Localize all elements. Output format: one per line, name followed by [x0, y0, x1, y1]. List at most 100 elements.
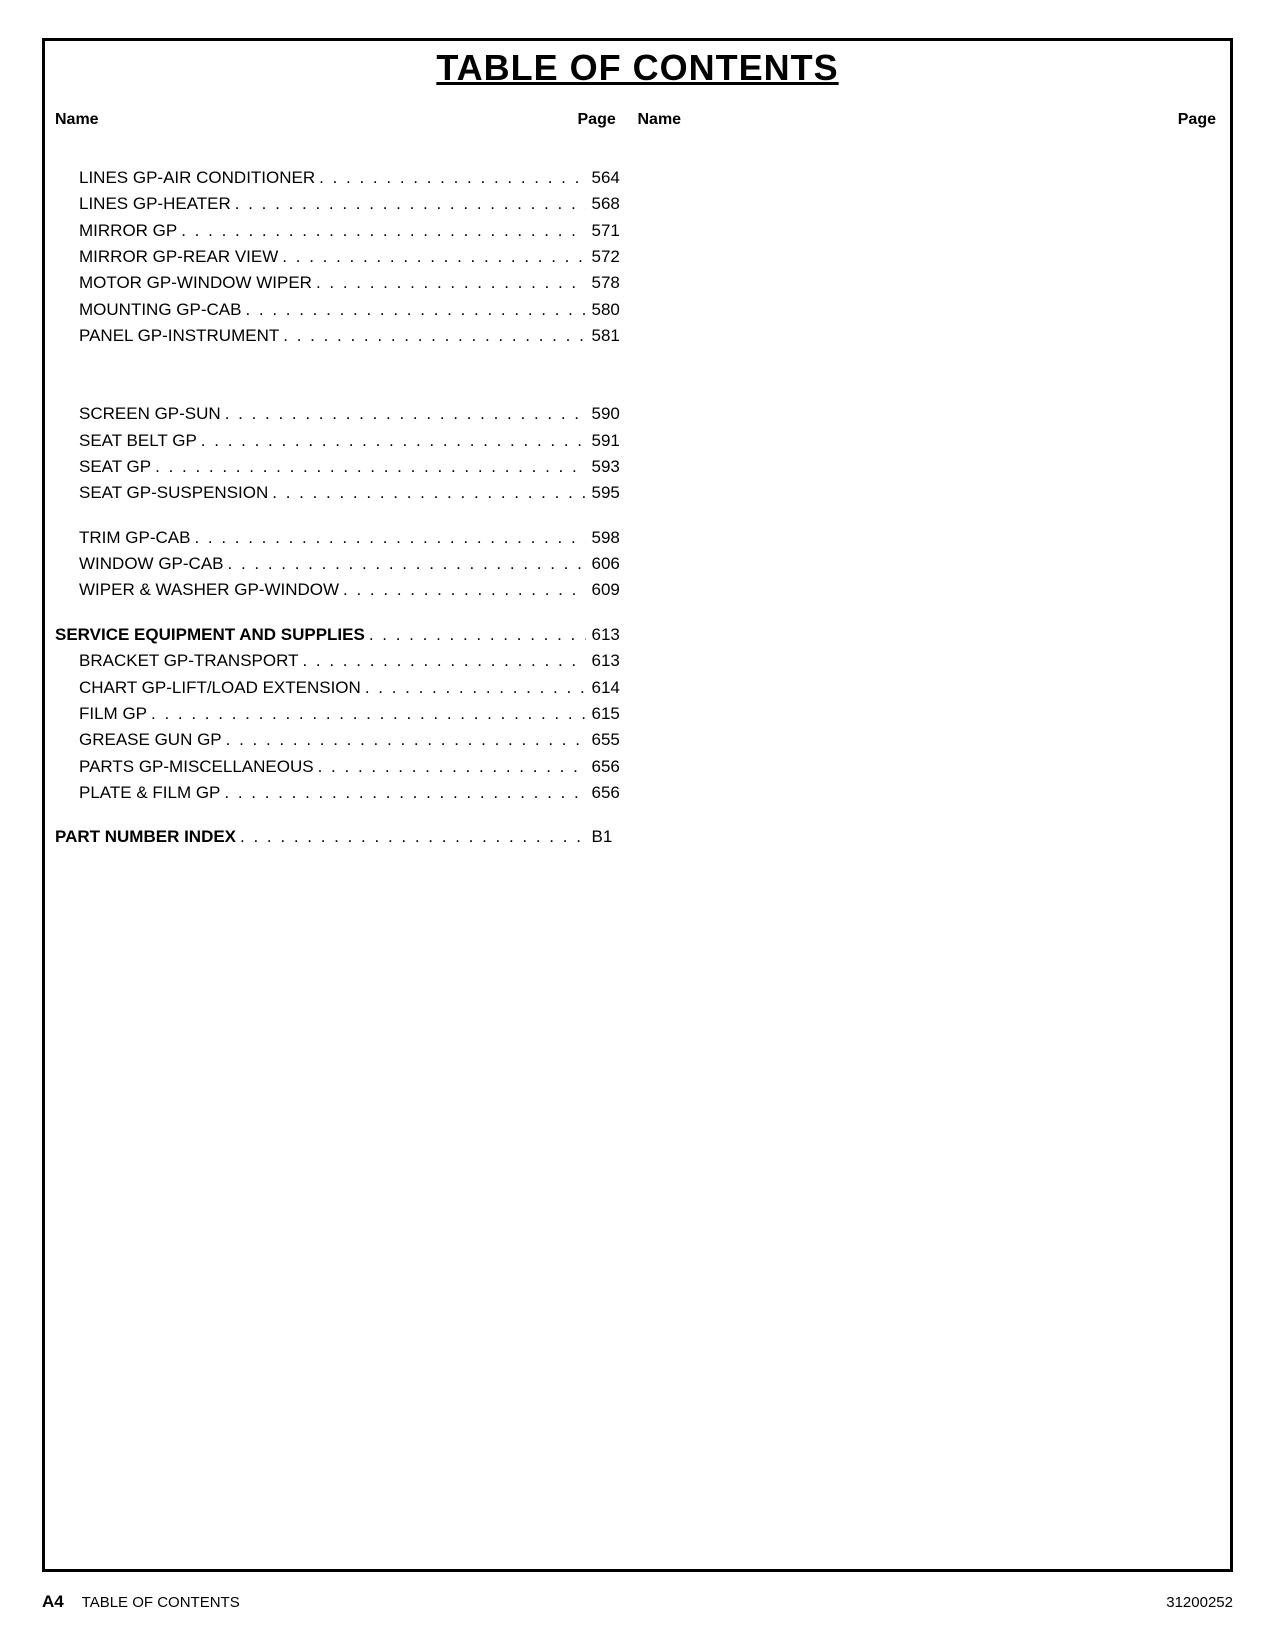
toc-leader-dots [314, 754, 586, 780]
toc-row: WIPER & WASHER GP-WINDOW609 [55, 577, 638, 603]
toc-entry-page: 598 [586, 525, 638, 551]
toc-entry-page: 615 [586, 701, 638, 727]
toc-row: PANEL GP-INSTRUMENT581 [55, 323, 638, 349]
toc-group: TRIM GP-CAB598WINDOW GP-CAB606WIPER & WA… [55, 525, 638, 604]
toc-leader-dots [220, 780, 585, 806]
toc-leader-dots [231, 191, 586, 217]
toc-group: LINES GP-AIR CONDITIONER564LINES GP-HEAT… [55, 165, 638, 349]
toc-entry-label: SERVICE EQUIPMENT AND SUPPLIES [55, 622, 365, 648]
toc-leader-dots [147, 701, 585, 727]
header-page-right: Page [1160, 111, 1220, 129]
toc-entry-label: MIRROR GP-REAR VIEW [79, 244, 278, 270]
toc-entry-page: 578 [586, 270, 638, 296]
toc-row: MIRROR GP-REAR VIEW 572 [55, 244, 638, 270]
toc-leader-dots [190, 525, 585, 551]
toc-entry-label: PART NUMBER INDEX [55, 824, 236, 850]
toc-leader-dots [268, 480, 585, 506]
toc-group: SERVICE EQUIPMENT AND SUPPLIES613BRACKET… [55, 622, 638, 806]
toc-row: SERVICE EQUIPMENT AND SUPPLIES613 [55, 622, 638, 648]
toc-entry-page: 656 [586, 754, 638, 780]
toc-entry-page: 580 [586, 297, 638, 323]
page-border: TABLE OF CONTENTS Name Page Name Page LI… [42, 38, 1233, 1572]
toc-row: BRACKET GP-TRANSPORT613 [55, 648, 638, 674]
footer-page-number: A4 [42, 1592, 64, 1611]
toc-row: GREASE GUN GP 655 [55, 727, 638, 753]
toc-leader-dots [278, 244, 585, 270]
toc-leader-dots [365, 622, 586, 648]
toc-column-left: LINES GP-AIR CONDITIONER564LINES GP-HEAT… [55, 139, 638, 851]
toc-row: TRIM GP-CAB598 [55, 525, 638, 551]
toc-leader-dots [315, 165, 585, 191]
toc-entry-label: MOTOR GP-WINDOW WIPER [79, 270, 312, 296]
toc-row: PLATE & FILM GP 656 [55, 780, 638, 806]
toc-entry-label: LINES GP-AIR CONDITIONER [79, 165, 315, 191]
toc-row: MOUNTING GP-CAB 580 [55, 297, 638, 323]
toc-row: LINES GP-AIR CONDITIONER 564 [55, 165, 638, 191]
toc-entry-page: 614 [586, 675, 638, 701]
toc-leader-dots [224, 551, 586, 577]
toc-row: SEAT GP 593 [55, 454, 638, 480]
toc-entry-page: 593 [586, 454, 638, 480]
toc-row: CHART GP-LIFT/LOAD EXTENSION 614 [55, 675, 638, 701]
toc-entry-label: CHART GP-LIFT/LOAD EXTENSION [79, 675, 361, 701]
toc-entry-page: 595 [586, 480, 638, 506]
toc-row: MIRROR GP 571 [55, 218, 638, 244]
toc-leader-dots [339, 577, 585, 603]
toc-group: SCREEN GP-SUN 590 SEAT BELT GP 591 SEAT GP 59… [55, 401, 638, 506]
toc-entry-page: B1 [586, 824, 638, 850]
toc-content: LINES GP-AIR CONDITIONER564LINES GP-HEAT… [45, 129, 1230, 851]
toc-entry-page: 572 [586, 244, 638, 270]
toc-row: WINDOW GP-CAB606 [55, 551, 638, 577]
toc-leader-dots [312, 270, 586, 296]
toc-row: PARTS GP-MISCELLANEOUS 656 [55, 754, 638, 780]
toc-row: PART NUMBER INDEX B1 [55, 824, 638, 850]
toc-leader-dots [222, 727, 586, 753]
toc-entry-page: 656 [586, 780, 638, 806]
toc-leader-dots [197, 428, 586, 454]
page-title: TABLE OF CONTENTS [45, 41, 1230, 95]
toc-entry-label: FILM GP [79, 701, 147, 727]
toc-row: SEAT BELT GP 591 [55, 428, 638, 454]
toc-entry-label: WINDOW GP-CAB [79, 551, 224, 577]
toc-row: FILM GP 615 [55, 701, 638, 727]
toc-entry-label: LINES GP-HEATER [79, 191, 231, 217]
toc-entry-label: SCREEN GP-SUN [79, 401, 221, 427]
toc-entry-page: 568 [586, 191, 638, 217]
toc-entry-page: 564 [586, 165, 638, 191]
toc-entry-label: SEAT BELT GP [79, 428, 197, 454]
toc-entry-label: GREASE GUN GP [79, 727, 222, 753]
footer-doc-id: 31200252 [1166, 1594, 1233, 1611]
toc-entry-label: MIRROR GP [79, 218, 177, 244]
toc-entry-page: 591 [586, 428, 638, 454]
toc-leader-dots [361, 675, 586, 701]
toc-entry-page: 581 [586, 323, 638, 349]
toc-entry-label: SEAT GP [79, 454, 151, 480]
toc-entry-label: MOUNTING GP-CAB [79, 297, 241, 323]
toc-entry-label: BRACKET GP-TRANSPORT [79, 648, 298, 674]
toc-row: SEAT GP-SUSPENSION595 [55, 480, 638, 506]
toc-entry-label: PLATE & FILM GP [79, 780, 220, 806]
toc-entry-label: PARTS GP-MISCELLANEOUS [79, 754, 314, 780]
toc-leader-dots [151, 454, 585, 480]
toc-row: MOTOR GP-WINDOW WIPER 578 [55, 270, 638, 296]
toc-row: SCREEN GP-SUN 590 [55, 401, 638, 427]
toc-row: LINES GP-HEATER 568 [55, 191, 638, 217]
toc-leader-dots [279, 323, 585, 349]
toc-spacer [55, 349, 638, 375]
header-page-left: Page [578, 111, 638, 129]
toc-group: PART NUMBER INDEX B1 [55, 824, 638, 850]
toc-entry-page: 590 [586, 401, 638, 427]
toc-column-right [638, 139, 1221, 851]
toc-leader-dots [298, 648, 585, 674]
footer-left: A4 TABLE OF CONTENTS [42, 1592, 240, 1612]
column-headers: Name Page Name Page [45, 95, 1230, 129]
header-name-right: Name [638, 111, 1161, 129]
toc-entry-page: 571 [586, 218, 638, 244]
toc-leader-dots [177, 218, 585, 244]
toc-entry-page: 655 [586, 727, 638, 753]
footer-section: TABLE OF CONTENTS [82, 1594, 240, 1611]
page-footer: A4 TABLE OF CONTENTS 31200252 [42, 1592, 1233, 1612]
toc-leader-dots [241, 297, 585, 323]
header-name-left: Name [55, 111, 578, 129]
toc-leader-dots [221, 401, 586, 427]
